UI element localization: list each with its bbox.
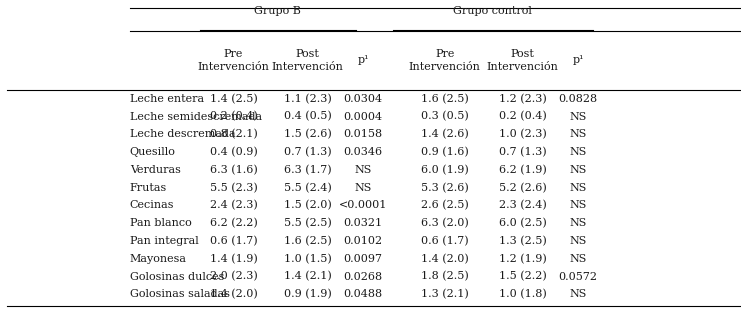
Text: 0.0102: 0.0102 [344, 236, 382, 246]
Text: 0.2 (0.4): 0.2 (0.4) [210, 111, 257, 122]
Text: 0.4 (0.9): 0.4 (0.9) [210, 147, 257, 157]
Text: NS: NS [569, 236, 587, 246]
Text: 1.5 (2.2): 1.5 (2.2) [499, 271, 546, 282]
Text: Quesillo: Quesillo [130, 147, 176, 157]
Text: 0.2 (0.4): 0.2 (0.4) [499, 111, 546, 122]
Text: <0.0001: <0.0001 [339, 201, 388, 210]
Text: 1.5 (2.0): 1.5 (2.0) [284, 200, 331, 210]
Text: 0.4 (0.5): 0.4 (0.5) [284, 111, 331, 122]
Text: Mayonesa: Mayonesa [130, 254, 187, 264]
Text: 6.3 (2.0): 6.3 (2.0) [421, 218, 468, 228]
Text: NS: NS [569, 183, 587, 193]
Text: Golosinas dulces: Golosinas dulces [130, 272, 224, 281]
Text: 1.6 (2.5): 1.6 (2.5) [421, 94, 468, 104]
Text: 0.0304: 0.0304 [344, 94, 382, 104]
Text: 0.0321: 0.0321 [344, 218, 382, 228]
Text: 6.0 (2.5): 6.0 (2.5) [499, 218, 546, 228]
Text: 1.4 (2.5): 1.4 (2.5) [210, 94, 257, 104]
Text: 1.3 (2.1): 1.3 (2.1) [421, 289, 468, 299]
Text: 6.0 (1.9): 6.0 (1.9) [421, 165, 468, 175]
Text: 6.2 (1.9): 6.2 (1.9) [499, 165, 546, 175]
Text: 2.6 (2.5): 2.6 (2.5) [421, 200, 468, 210]
Text: 1.6 (2.5): 1.6 (2.5) [284, 236, 331, 246]
Text: 1.4 (2.0): 1.4 (2.0) [421, 254, 468, 264]
Text: 0.9 (1.9): 0.9 (1.9) [284, 289, 331, 299]
Text: NS: NS [354, 165, 372, 175]
Text: Pan integral: Pan integral [130, 236, 199, 246]
Text: 1.8 (2.5): 1.8 (2.5) [421, 271, 468, 282]
Text: NS: NS [569, 165, 587, 175]
Text: Golosinas saladas: Golosinas saladas [130, 289, 230, 299]
Text: Verduras: Verduras [130, 165, 181, 175]
Text: 0.0004: 0.0004 [344, 112, 382, 122]
Text: 2.0 (2.3): 2.0 (2.3) [210, 271, 257, 282]
Text: 1.2 (1.9): 1.2 (1.9) [499, 254, 546, 264]
Text: Leche descremada: Leche descremada [130, 129, 236, 139]
Text: 2.4 (2.3): 2.4 (2.3) [210, 200, 257, 210]
Text: 0.0572: 0.0572 [559, 272, 597, 281]
Text: 5.2 (2.6): 5.2 (2.6) [499, 183, 546, 193]
Text: 1.0 (2.3): 1.0 (2.3) [499, 129, 546, 140]
Text: 6.2 (2.2): 6.2 (2.2) [210, 218, 257, 228]
Text: NS: NS [569, 112, 587, 122]
Text: Pan blanco: Pan blanco [130, 218, 191, 228]
Text: Frutas: Frutas [130, 183, 167, 193]
Text: Post
Intervención: Post Intervención [487, 49, 558, 72]
Text: 5.3 (2.6): 5.3 (2.6) [421, 183, 468, 193]
Text: 5.5 (2.3): 5.5 (2.3) [210, 183, 257, 193]
Text: 0.7 (1.3): 0.7 (1.3) [499, 147, 546, 157]
Text: 1.2 (2.3): 1.2 (2.3) [499, 94, 546, 104]
Text: 0.0488: 0.0488 [344, 289, 382, 299]
Text: Pre
Intervención: Pre Intervención [198, 49, 269, 72]
Text: 0.0158: 0.0158 [344, 129, 382, 139]
Text: 1.1 (2.3): 1.1 (2.3) [284, 94, 331, 104]
Text: 1.5 (2.6): 1.5 (2.6) [284, 129, 331, 140]
Text: 1.4 (1.9): 1.4 (1.9) [210, 254, 257, 264]
Text: NS: NS [569, 218, 587, 228]
Text: 5.5 (2.4): 5.5 (2.4) [284, 183, 331, 193]
Text: 6.3 (1.7): 6.3 (1.7) [284, 165, 331, 175]
Text: 0.0268: 0.0268 [344, 272, 382, 281]
Text: Leche entera: Leche entera [130, 94, 204, 104]
Text: Leche semidescremada: Leche semidescremada [130, 112, 262, 122]
Text: Cecinas: Cecinas [130, 201, 174, 210]
Text: 0.0346: 0.0346 [344, 147, 382, 157]
Text: 0.8 (2.1): 0.8 (2.1) [210, 129, 257, 140]
Text: 0.3 (0.5): 0.3 (0.5) [421, 111, 468, 122]
Text: 0.6 (1.7): 0.6 (1.7) [421, 236, 468, 246]
Text: NS: NS [354, 183, 372, 193]
Text: 0.7 (1.3): 0.7 (1.3) [284, 147, 331, 157]
Text: Post
Intervención: Post Intervención [272, 49, 343, 72]
Text: NS: NS [569, 147, 587, 157]
Text: 0.6 (1.7): 0.6 (1.7) [210, 236, 257, 246]
Text: 0.9 (1.6): 0.9 (1.6) [421, 147, 468, 157]
Text: Grupo control: Grupo control [453, 6, 532, 16]
Text: 1.3 (2.5): 1.3 (2.5) [499, 236, 546, 246]
Text: NS: NS [569, 289, 587, 299]
Text: p¹: p¹ [572, 55, 584, 65]
Text: p¹: p¹ [357, 55, 369, 65]
Text: 1.0 (1.5): 1.0 (1.5) [284, 254, 331, 264]
Text: 5.5 (2.5): 5.5 (2.5) [284, 218, 331, 228]
Text: 0.0828: 0.0828 [559, 94, 597, 104]
Text: 2.3 (2.4): 2.3 (2.4) [499, 200, 546, 210]
Text: Pre
Intervención: Pre Intervención [409, 49, 480, 72]
Text: 1.4 (2.0): 1.4 (2.0) [210, 289, 257, 299]
Text: 1.4 (2.1): 1.4 (2.1) [284, 271, 331, 282]
Text: 1.4 (2.6): 1.4 (2.6) [421, 129, 468, 140]
Text: NS: NS [569, 254, 587, 264]
Text: 0.0097: 0.0097 [344, 254, 382, 264]
Text: NS: NS [569, 201, 587, 210]
Text: NS: NS [569, 129, 587, 139]
Text: 1.0 (1.8): 1.0 (1.8) [499, 289, 546, 299]
Text: Grupo B: Grupo B [254, 6, 302, 16]
Text: 6.3 (1.6): 6.3 (1.6) [210, 165, 257, 175]
